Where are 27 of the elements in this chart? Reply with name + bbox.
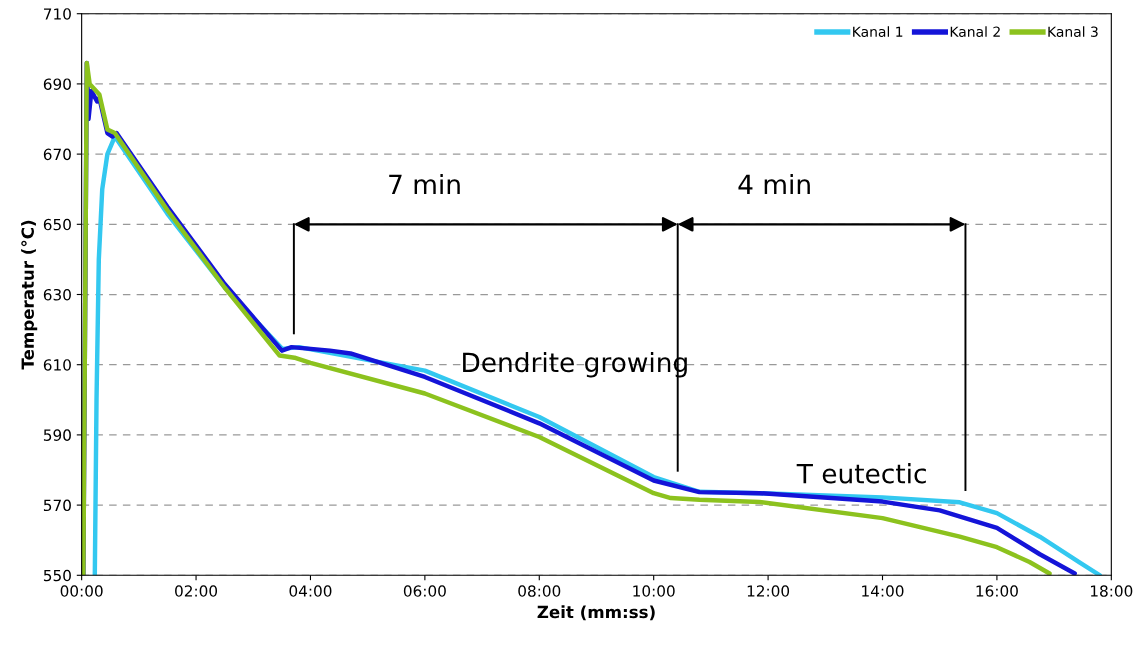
x-tick-label: 02:00 xyxy=(175,585,218,597)
annotation: 7 min xyxy=(389,173,460,194)
y-tick-label: 690 xyxy=(43,78,71,90)
y-tick-label: 590 xyxy=(43,429,71,441)
y-axis-title: Temperatur (°C) xyxy=(21,220,38,370)
x-tick-label: 18:00 xyxy=(1090,585,1133,597)
legend-label: Kanal 1 xyxy=(853,26,903,37)
y-tick-label: 610 xyxy=(43,359,71,371)
x-tick-label: 06:00 xyxy=(403,585,446,597)
y-tick-label: 650 xyxy=(43,218,71,231)
y-tick-label: 710 xyxy=(44,8,71,20)
x-tick-label: 00:00 xyxy=(60,585,103,597)
y-tick-label: 670 xyxy=(43,148,71,161)
y-tick-label: 550 xyxy=(43,569,71,582)
x-tick-label: 08:00 xyxy=(518,585,561,597)
legend-label: Kanal 2 xyxy=(950,26,1000,37)
x-tick-label: 10:00 xyxy=(633,585,675,597)
x-tick-label: 04:00 xyxy=(289,585,332,597)
y-tick-label: 630 xyxy=(43,288,71,301)
x-tick-label: 12:00 xyxy=(747,585,790,597)
annotation: T eutectic xyxy=(796,463,926,484)
x-tick-label: 16:00 xyxy=(976,585,1018,597)
annotation: 4 min xyxy=(738,173,810,194)
legend-label: Kanal 3 xyxy=(1048,26,1098,37)
x-axis-title: Zeit (mm:ss) xyxy=(537,605,655,621)
y-tick-label: 570 xyxy=(43,499,71,512)
x-tick-label: 14:00 xyxy=(862,585,904,597)
